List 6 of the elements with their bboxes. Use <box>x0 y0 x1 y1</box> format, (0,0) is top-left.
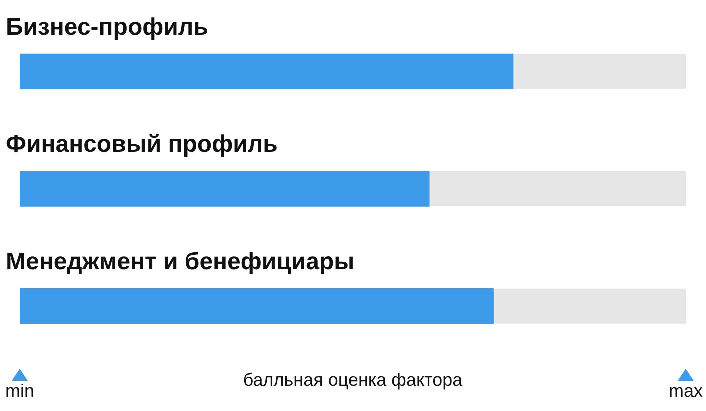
text: min <box>5 380 35 401</box>
y-tick-label: Менеджмент и бенефициары <box>6 248 355 276</box>
x-axis-title: балльная оценка фактора <box>243 370 464 390</box>
y-tick-label: Бизнес-профиль <box>6 14 208 41</box>
y-tick-label: Финансовый профиль <box>6 131 278 158</box>
text: max <box>668 380 704 401</box>
